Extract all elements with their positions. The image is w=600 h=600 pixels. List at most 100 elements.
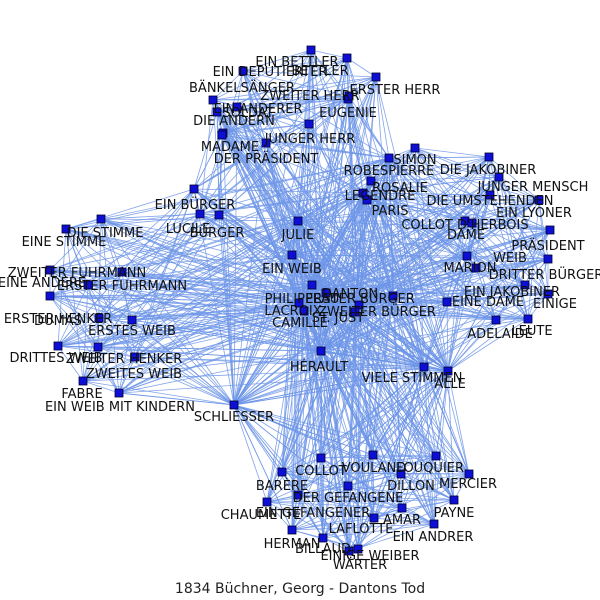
node-marker <box>344 91 354 101</box>
edge <box>362 192 466 222</box>
edge <box>495 318 529 321</box>
edge <box>291 473 402 531</box>
node-label: EIN WEIB MIT KINDERN <box>45 400 195 415</box>
edge <box>414 147 468 257</box>
edge <box>266 302 300 503</box>
edge <box>118 254 293 394</box>
edge <box>236 70 244 108</box>
edge <box>466 255 549 260</box>
edge <box>435 455 470 475</box>
edge <box>401 455 437 509</box>
edge <box>233 404 374 456</box>
edge <box>446 258 549 303</box>
edge <box>357 473 470 550</box>
edge <box>222 95 350 134</box>
edge <box>87 284 327 294</box>
node-marker <box>117 267 127 277</box>
edge <box>423 222 473 368</box>
edge <box>366 199 551 231</box>
node-label: ERSTES WEIB <box>88 324 176 339</box>
edge <box>358 304 497 321</box>
edge <box>118 370 449 394</box>
node-label: PHILIPPEAU <box>265 292 340 307</box>
edge <box>488 156 491 196</box>
edge <box>265 123 310 144</box>
node-label: ERSTER HENKER <box>4 312 112 327</box>
node-label: SIMON <box>393 153 436 168</box>
edge <box>370 180 477 269</box>
node-marker <box>384 153 394 163</box>
edge <box>87 254 293 286</box>
edge <box>216 111 220 216</box>
node-label: DIE ANDERN <box>193 114 275 129</box>
node-label: ZWEITER HERR <box>260 89 359 104</box>
node-marker <box>353 544 363 554</box>
edge <box>354 311 455 501</box>
edge <box>527 199 540 320</box>
edge <box>372 454 437 457</box>
edge <box>242 70 377 78</box>
edge <box>118 319 133 394</box>
edge <box>118 157 390 394</box>
edge <box>310 49 348 59</box>
edge <box>97 319 133 348</box>
edge <box>218 214 293 256</box>
node-marker <box>429 519 439 529</box>
edge <box>346 57 377 78</box>
edge <box>265 142 293 256</box>
edge <box>49 292 327 297</box>
edge <box>527 258 549 320</box>
edge <box>233 404 359 550</box>
node-label: DIE STIMME <box>67 226 144 241</box>
edge <box>446 301 497 321</box>
edge <box>370 180 526 286</box>
edge <box>291 366 425 531</box>
edge <box>49 269 89 286</box>
edge <box>82 192 364 382</box>
edge <box>82 317 100 382</box>
edge <box>233 404 455 501</box>
edge <box>199 95 350 215</box>
edge <box>82 380 120 394</box>
edge <box>372 366 425 456</box>
edge <box>199 142 267 215</box>
node-marker <box>388 291 398 301</box>
node-label: FABRE <box>61 387 102 402</box>
node-label: ZWEITER HENKER <box>66 352 183 367</box>
edge <box>446 267 477 303</box>
edge <box>199 157 390 215</box>
edge <box>370 176 500 182</box>
edge <box>100 157 390 220</box>
node-marker <box>94 313 104 323</box>
edge <box>311 284 549 295</box>
edge <box>303 310 403 509</box>
node-label: MARION <box>444 261 497 276</box>
edge <box>325 292 497 321</box>
node-label: HERMAN <box>264 537 321 552</box>
edge <box>362 192 468 257</box>
node-label: DIE JAKOBINER <box>440 163 536 178</box>
edge <box>65 157 390 230</box>
edge <box>357 517 375 550</box>
edge <box>236 95 350 108</box>
edge <box>370 180 466 222</box>
edge <box>297 220 551 231</box>
node-label: ZWEITER FUHRMANN <box>8 266 147 281</box>
edge <box>471 222 551 231</box>
node-layer <box>45 45 555 556</box>
node-marker <box>114 388 124 398</box>
edge <box>291 302 300 531</box>
edge <box>322 192 364 539</box>
edge <box>97 346 136 358</box>
edge <box>466 222 473 257</box>
edge <box>212 95 350 101</box>
edge <box>297 220 360 306</box>
edge <box>464 199 540 222</box>
node-marker <box>368 450 378 460</box>
edge <box>388 157 477 269</box>
edge <box>346 57 449 372</box>
node-label: MADAME <box>201 140 259 155</box>
edge <box>216 111 327 294</box>
edge <box>447 293 549 372</box>
